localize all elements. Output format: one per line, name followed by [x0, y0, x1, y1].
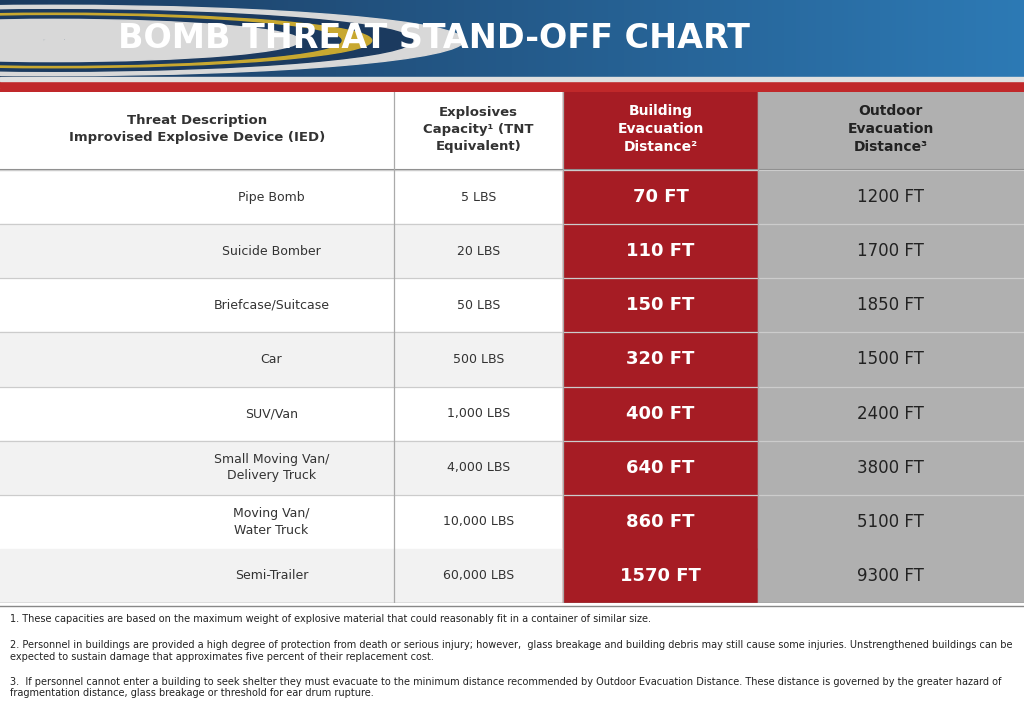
Circle shape [44, 40, 65, 41]
Text: 320 FT: 320 FT [627, 351, 694, 369]
Circle shape [0, 16, 341, 65]
Text: 3800 FT: 3800 FT [857, 458, 925, 477]
Text: 400 FT: 400 FT [627, 404, 694, 423]
Text: 20 LBS: 20 LBS [457, 245, 501, 258]
Text: 1850 FT: 1850 FT [857, 297, 925, 314]
Bar [0, 81, 1024, 88]
Bar [758, 278, 1024, 332]
Circle shape [0, 10, 413, 71]
Bar [0, 386, 563, 441]
Text: Outdoor
Evacuation
Distance³: Outdoor Evacuation Distance³ [848, 103, 934, 155]
Text: Small Moving Van/
Delivery Truck: Small Moving Van/ Delivery Truck [214, 453, 329, 483]
Text: BOMB THREAT STAND-OFF CHART: BOMB THREAT STAND-OFF CHART [118, 22, 750, 55]
Bar [758, 332, 1024, 386]
Bar [0, 332, 563, 386]
Text: Building
Evacuation
Distance²: Building Evacuation Distance² [617, 103, 703, 155]
Bar [563, 278, 758, 332]
Bar [563, 332, 758, 386]
Bar [758, 224, 1024, 278]
Bar [0, 441, 563, 495]
Text: 4,000 LBS: 4,000 LBS [447, 461, 510, 474]
Text: 150 FT: 150 FT [627, 297, 694, 314]
Text: 50 LBS: 50 LBS [457, 299, 501, 312]
Polygon shape [39, 30, 70, 46]
Text: 2400 FT: 2400 FT [857, 404, 925, 423]
Text: 5 LBS: 5 LBS [461, 190, 497, 204]
Bar [563, 88, 758, 170]
Text: 10,000 LBS: 10,000 LBS [443, 515, 514, 528]
Text: 70 FT: 70 FT [633, 188, 688, 206]
Bar [563, 441, 758, 495]
Bar [0, 78, 1024, 81]
Text: Threat Description
Improvised Explosive Device (IED): Threat Description Improvised Explosive … [69, 114, 326, 144]
Text: Explosives
Capacity¹ (TNT
Equivalent): Explosives Capacity¹ (TNT Equivalent) [424, 106, 534, 153]
Bar [0, 495, 563, 549]
Bar [563, 170, 758, 224]
Text: 110 FT: 110 FT [627, 242, 694, 260]
Text: Pipe Bomb: Pipe Bomb [238, 190, 305, 204]
Text: Semi-Trailer: Semi-Trailer [234, 570, 308, 583]
Text: 60,000 LBS: 60,000 LBS [443, 570, 514, 583]
Text: 3.  If personnel cannot enter a building to seek shelter they must evacuate to t: 3. If personnel cannot enter a building … [10, 677, 1001, 698]
Text: Moving Van/
Water Truck: Moving Van/ Water Truck [233, 507, 309, 537]
Bar [563, 224, 758, 278]
Text: Suicide Bomber: Suicide Bomber [222, 245, 321, 258]
Bar [0, 549, 563, 603]
Text: Briefcase/Suitcase: Briefcase/Suitcase [213, 299, 330, 312]
Text: 640 FT: 640 FT [627, 458, 694, 477]
Text: 1,000 LBS: 1,000 LBS [447, 407, 510, 420]
Bar [758, 170, 1024, 224]
Bar [563, 549, 758, 603]
Text: SUV/Van: SUV/Van [245, 407, 298, 420]
Bar [758, 386, 1024, 441]
Text: 500 LBS: 500 LBS [453, 353, 505, 366]
Bar [563, 495, 758, 549]
Text: 1200 FT: 1200 FT [857, 188, 925, 206]
Text: 1700 FT: 1700 FT [857, 242, 925, 260]
Text: 1570 FT: 1570 FT [621, 567, 700, 585]
Text: Car: Car [260, 353, 283, 366]
Bar [758, 549, 1024, 603]
Bar [758, 441, 1024, 495]
Bar [0, 224, 563, 278]
Bar [758, 495, 1024, 549]
Text: 2. Personnel in buildings are provided a high degree of protection from death or: 2. Personnel in buildings are provided a… [10, 640, 1013, 662]
Bar [0, 88, 563, 170]
Circle shape [0, 5, 464, 76]
Text: 1. These capacities are based on the maximum weight of explosive material that c: 1. These capacities are based on the max… [10, 614, 651, 624]
Text: 9300 FT: 9300 FT [857, 567, 925, 585]
Circle shape [0, 14, 372, 68]
Bar [758, 88, 1024, 170]
Bar [0, 278, 563, 332]
Text: 5100 FT: 5100 FT [857, 513, 925, 531]
Text: 1500 FT: 1500 FT [857, 351, 925, 369]
Bar [563, 386, 758, 441]
Text: 860 FT: 860 FT [627, 513, 694, 531]
Bar [0, 170, 563, 224]
Circle shape [0, 19, 300, 61]
